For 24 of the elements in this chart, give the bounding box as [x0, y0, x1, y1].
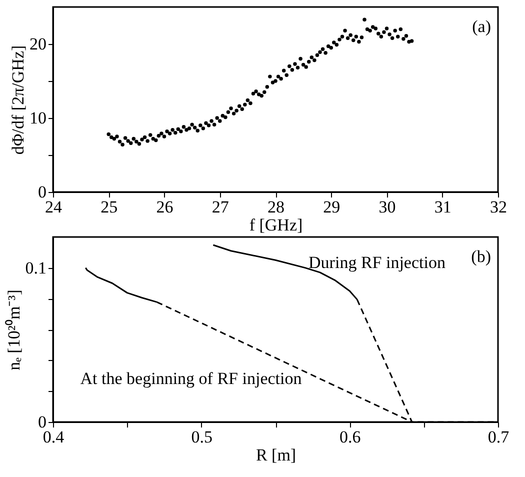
x-tick-label: 28	[268, 198, 284, 216]
x-tick-label: 26	[156, 198, 174, 216]
x-tick-label: 32	[490, 198, 507, 216]
x-tick-label: 27	[212, 198, 230, 216]
x-axis-title: f [GHz]	[249, 216, 303, 234]
x-tick-label: 0.5	[191, 428, 212, 446]
y-axis-title: dΦ/df [2π/GHz]	[8, 45, 28, 155]
x-tick-label: 0.7	[488, 428, 510, 446]
annotation: (a)	[472, 17, 491, 36]
x-tick-label: 29	[323, 198, 340, 216]
x-axis-title: R [m]	[256, 446, 296, 464]
x-tick-label: 25	[100, 198, 118, 216]
x-tick-label: 0.6	[340, 428, 361, 446]
annotation: (b)	[471, 247, 491, 266]
x-tick-label: 31	[434, 198, 452, 216]
annotation: During RF injection	[308, 253, 446, 272]
annotation: At the beginning of RF injection	[80, 369, 302, 388]
y-tick-label: 0.1	[25, 258, 46, 278]
y-axis-title: nₑ [10²⁰m⁻³]	[4, 290, 24, 370]
x-tick-label: 30	[378, 198, 396, 216]
y-tick-label: 0	[38, 182, 46, 202]
y-tick-label: 20	[30, 34, 46, 54]
y-tick-label: 10	[30, 108, 46, 128]
x-tick-label: 24	[45, 198, 62, 216]
